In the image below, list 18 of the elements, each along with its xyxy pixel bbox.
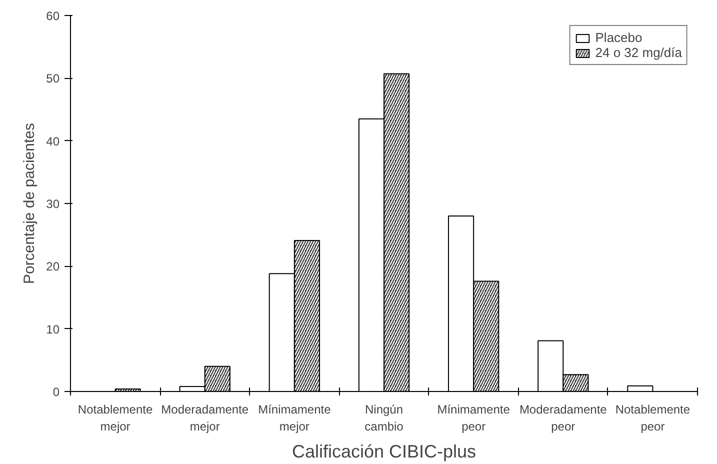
x-axis-title: Calificación CIBIC-plus	[292, 441, 476, 462]
y-tick-label: 50	[46, 72, 60, 86]
x-tick-label: Ningún cambio	[364, 402, 404, 434]
y-axis-title: Porcentaje de pacientes	[21, 123, 38, 284]
x-tick-label: Moderadamente peor	[519, 402, 608, 434]
y-tick-label: 20	[46, 260, 60, 274]
x-tick-label: Mínimamente peor	[437, 402, 510, 434]
y-tick-label: 60	[46, 9, 60, 23]
x-tick-label: Moderadamente mejor	[161, 402, 249, 434]
legend-label: Placebo	[595, 30, 642, 45]
y-tick-label: 0	[52, 385, 60, 399]
legend-label: 24 o 32 mg/día	[595, 45, 682, 60]
x-tick-label: Notablemente peor	[615, 402, 690, 434]
x-tick-label: Notablemente mejor	[78, 402, 153, 434]
x-tick-label: Mínimamente mejor	[258, 402, 332, 434]
y-tick-label: 30	[46, 197, 60, 211]
y-tick-label: 10	[46, 322, 60, 336]
y-tick-label: 40	[46, 134, 60, 148]
